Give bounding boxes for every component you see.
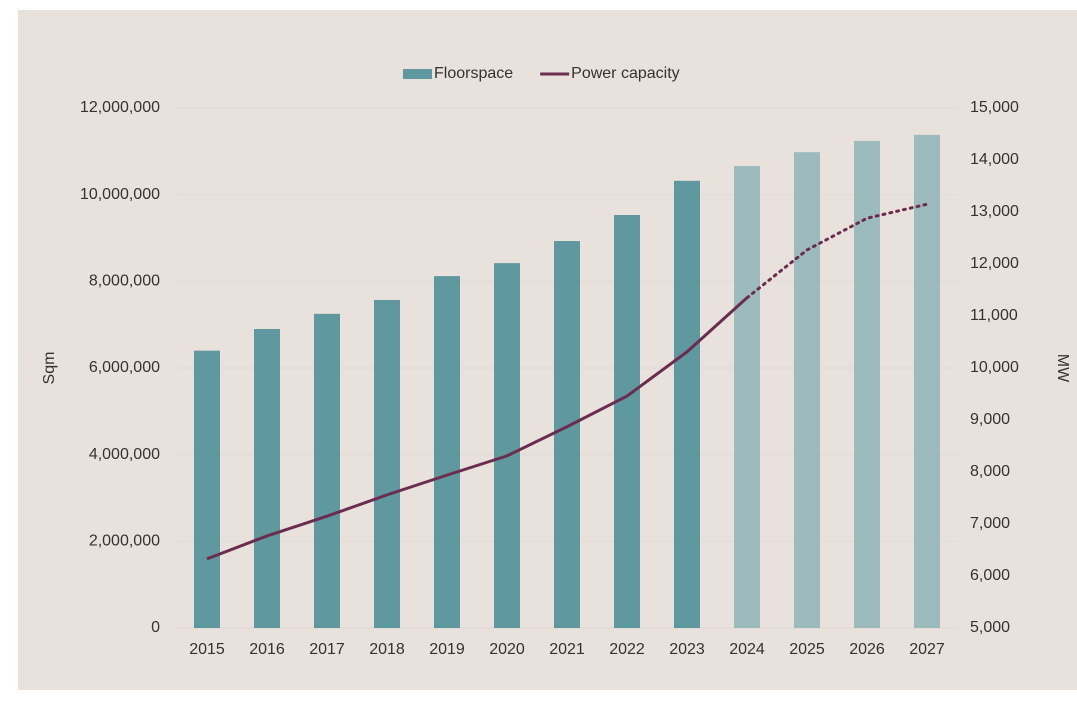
x-tick-label: 2016: [249, 641, 285, 658]
y2-tick-label: 13,000: [970, 203, 1019, 220]
y2-tick-label: 9,000: [970, 411, 1010, 428]
bar: [914, 134, 940, 628]
y2-tick-label: 5,000: [970, 619, 1010, 636]
y2-tick-label: 11,000: [970, 307, 1018, 324]
y2-tick-label: 15,000: [970, 99, 1019, 116]
bar: [254, 329, 280, 628]
forecast-line: [745, 202, 929, 300]
bar: [554, 241, 580, 629]
y2-axis-title: MW: [1054, 354, 1071, 383]
bar: [734, 166, 760, 629]
x-tick-label: 2015: [189, 641, 225, 658]
bar: [314, 313, 340, 628]
bar: [614, 215, 640, 629]
y2-tick-label: 7,000: [970, 515, 1010, 532]
line: [206, 296, 749, 561]
y2-tick-label: 14,000: [970, 151, 1019, 168]
y-tick-label: 8,000,000: [89, 273, 160, 290]
bar: [494, 263, 520, 628]
x-tick-label: 2019: [429, 641, 465, 658]
y-tick-label: 10,000,000: [80, 186, 160, 203]
y2-tick-label: 10,000: [970, 359, 1019, 376]
bar: [374, 299, 400, 628]
legend-label: Floorspace: [434, 65, 513, 82]
x-tick-label: 2018: [369, 641, 405, 658]
bar: [194, 350, 220, 628]
x-tick-label: 2020: [489, 641, 525, 658]
bar: [674, 180, 700, 629]
x-tick-label: 2017: [309, 641, 345, 658]
y-tick-label: 2,000,000: [89, 533, 160, 550]
y-tick-label: 6,000,000: [89, 359, 160, 376]
y2-tick-label: 12,000: [970, 255, 1019, 272]
legend-swatch: [403, 69, 432, 79]
y2-tick-label: 6,000: [970, 567, 1010, 584]
y2-tick-label: 8,000: [970, 463, 1010, 480]
x-tick-label: 2023: [669, 641, 705, 658]
x-tick-label: 2027: [909, 641, 945, 658]
x-tick-label: 2024: [729, 641, 765, 658]
bar: [794, 152, 820, 628]
legend-label: Power capacity: [571, 65, 680, 82]
x-tick-label: 2021: [549, 641, 585, 658]
y-tick-label: 0: [151, 619, 160, 636]
y-axis-title: Sqm: [41, 352, 58, 385]
y-tick-label: 4,000,000: [89, 446, 160, 463]
y-tick-label: 12,000,000: [80, 99, 160, 116]
x-tick-label: 2022: [609, 641, 645, 658]
bar: [434, 276, 460, 628]
bar: [854, 140, 880, 628]
x-tick-label: 2026: [849, 641, 885, 658]
x-tick-label: 2025: [789, 641, 825, 658]
